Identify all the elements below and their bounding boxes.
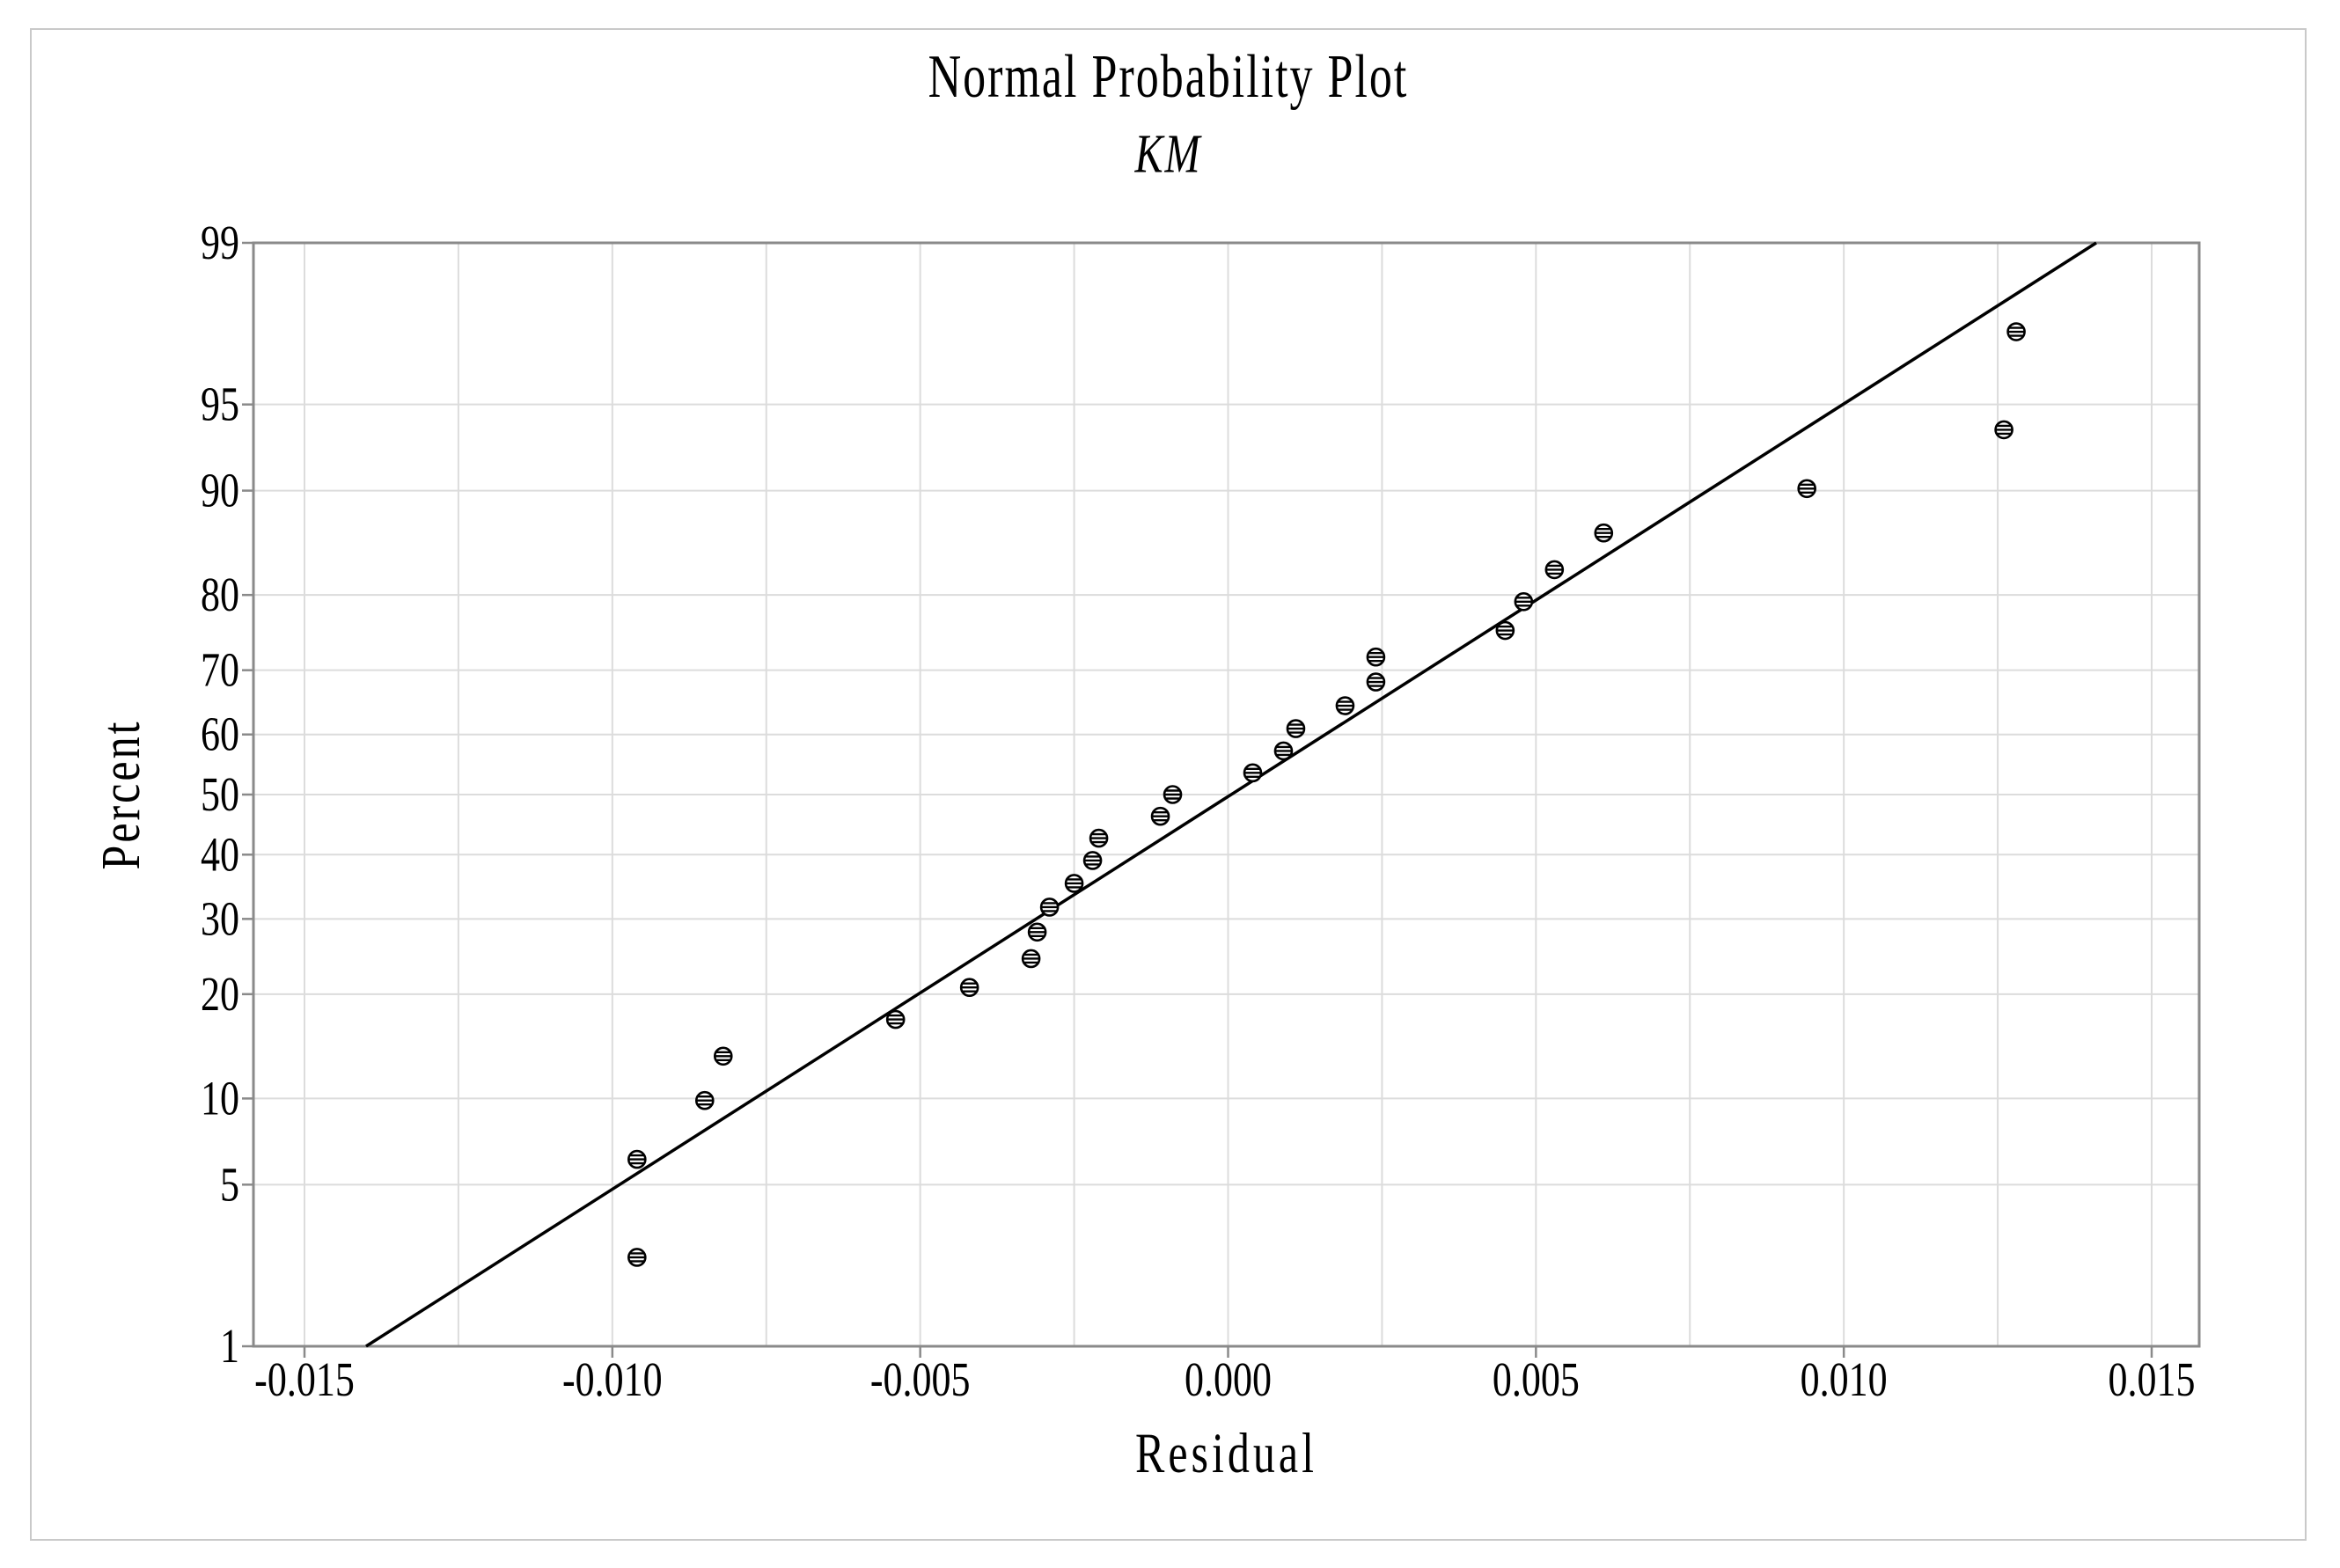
data-point-marker [1150,806,1170,826]
data-point-marker [713,1046,733,1066]
data-point-marker [1089,828,1109,848]
x-tick-label: -0.010 [562,1352,663,1406]
data-point-marker [1495,620,1515,641]
fit-line [365,241,2097,1348]
y-tick-label: 20 [201,967,239,1021]
data-point-marker [1335,696,1355,715]
x-tick-label: 0.015 [2109,1352,2196,1406]
data-point-marker [1797,479,1816,499]
x-tick-label: -0.005 [870,1352,971,1406]
x-tick-label: -0.015 [254,1352,355,1406]
chart-subtitle: KM [1134,124,1202,185]
x-axis-title: Residual [1135,1420,1317,1485]
data-point-marker [627,1248,647,1267]
x-tick-label: 0.010 [1801,1352,1888,1406]
data-point-marker [1039,898,1060,917]
data-point-marker [1021,949,1041,969]
y-tick-label: 60 [201,707,239,761]
data-point-marker [1366,647,1386,667]
y-tick-label: 30 [201,892,239,946]
data-point-marker [1064,874,1084,893]
data-point-marker [1366,672,1386,692]
y-tick-label: 80 [201,568,239,622]
data-point-marker [1027,922,1047,942]
y-tick-label: 40 [201,828,239,882]
data-point-marker [627,1149,647,1169]
chart-title: Normal Probability Plot [928,43,1409,111]
data-point-marker [1163,785,1183,804]
y-axis-title: Percent [89,719,151,870]
y-tick-label: 70 [201,643,239,697]
data-point-marker [885,1009,906,1029]
data-point-marker [959,978,979,998]
y-tick-label: 50 [201,767,239,821]
y-tick-label: 99 [201,216,239,269]
x-tick-label: 0.000 [1185,1352,1272,1406]
y-tick-label: 5 [220,1158,239,1212]
y-tick-label: 95 [201,377,239,431]
data-point-marker [1544,560,1565,580]
y-tick-label: 90 [201,464,239,517]
y-tick-label: 10 [201,1072,239,1125]
x-tick-label: 0.005 [1493,1352,1580,1406]
data-point-marker [1594,523,1614,543]
data-point-marker [1273,741,1294,761]
data-point-marker [694,1090,715,1110]
data-point-marker [1082,851,1103,870]
data-point-marker [1243,763,1263,783]
data-point-marker [2006,322,2026,341]
data-point-marker [1994,420,2014,440]
data-point-marker [1286,719,1306,738]
y-tick-label: 1 [220,1319,239,1373]
figure-border [30,28,2307,1541]
data-point-marker [1514,591,1534,612]
